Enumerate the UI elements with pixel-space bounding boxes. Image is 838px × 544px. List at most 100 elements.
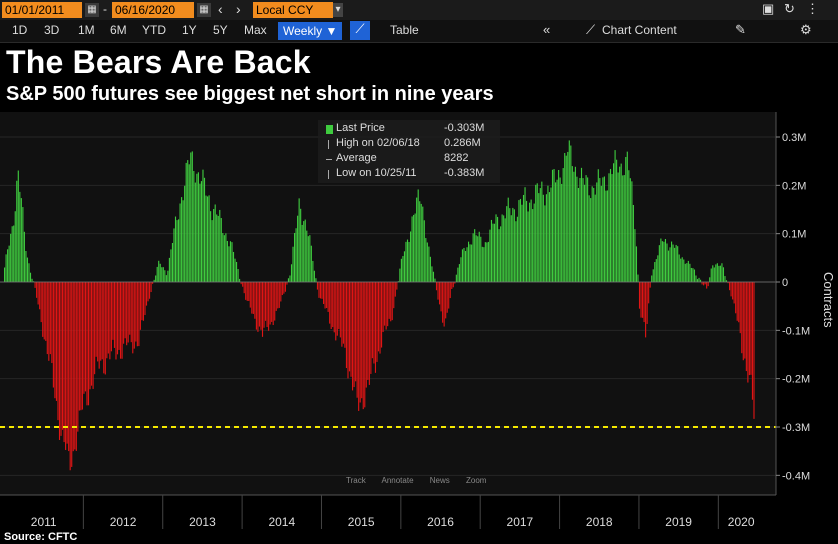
- bar: [660, 238, 662, 282]
- bar: [57, 282, 59, 421]
- annotate-button[interactable]: Annotate: [381, 476, 414, 485]
- bar: [225, 233, 227, 282]
- bar: [281, 282, 283, 296]
- bar: [632, 204, 634, 282]
- bar: [707, 282, 709, 287]
- bar: [107, 282, 109, 354]
- table-button[interactable]: Table: [390, 23, 419, 37]
- bar: [376, 282, 378, 362]
- bar: [231, 242, 233, 282]
- y-tick-label: -0.1M: [782, 325, 810, 337]
- tab-1m[interactable]: 1M: [78, 23, 95, 37]
- chart-content-button[interactable]: Chart Content: [602, 23, 677, 37]
- end-date-input[interactable]: 06/16/2020: [112, 2, 194, 18]
- line-chart-icon[interactable]: ⟋: [350, 21, 370, 40]
- bar: [52, 282, 54, 388]
- tab-1y[interactable]: 1Y: [182, 23, 197, 37]
- bar: [5, 254, 7, 282]
- bar: [382, 282, 384, 333]
- tab-3d[interactable]: 3D: [44, 23, 60, 37]
- bar: [19, 191, 21, 282]
- bar: [133, 282, 135, 349]
- bar: [490, 219, 493, 282]
- tab-1d[interactable]: 1D: [12, 23, 28, 37]
- currency-dropdown-icon[interactable]: ▾: [333, 3, 343, 17]
- legend-item-low: Low on 10/25/11 -0.383M: [318, 167, 500, 182]
- bar: [147, 282, 149, 302]
- bar: [353, 282, 355, 388]
- bar: [100, 282, 102, 361]
- bar: [159, 263, 161, 282]
- news-button[interactable]: News: [429, 476, 450, 485]
- arrow-left-icon[interactable]: ‹: [218, 1, 223, 17]
- bar: [97, 282, 99, 362]
- start-date-input[interactable]: 01/01/2011: [2, 2, 82, 18]
- window-icon[interactable]: ▣: [762, 1, 775, 16]
- bar: [16, 180, 18, 282]
- calendar-icon-end[interactable]: ▦: [197, 3, 211, 17]
- bar: [266, 282, 268, 328]
- currency-select[interactable]: Local CCY: [253, 2, 333, 18]
- bar: [46, 282, 48, 355]
- more-menu-icon[interactable]: ⋮: [806, 1, 819, 16]
- bar: [471, 244, 473, 282]
- bar: [71, 282, 73, 467]
- bar: [545, 194, 547, 282]
- collapse-icon[interactable]: «: [543, 22, 551, 37]
- bar: [408, 241, 410, 282]
- bar: [486, 242, 488, 282]
- calendar-icon[interactable]: ▦: [85, 3, 99, 17]
- bar: [439, 282, 441, 305]
- bar: [338, 282, 340, 329]
- y-axis-label: Contracts: [821, 272, 836, 328]
- bar: [60, 282, 62, 436]
- bar: [455, 274, 457, 282]
- bar: [585, 175, 587, 282]
- bar: [275, 282, 277, 311]
- bar: [355, 282, 357, 382]
- y-tick-label: -0.2M: [782, 374, 810, 386]
- bar: [489, 229, 491, 282]
- bar: [228, 246, 230, 282]
- y-tick-label: 0.3M: [782, 132, 806, 144]
- frequency-select[interactable]: Weekly ▼: [278, 22, 343, 40]
- bar: [611, 174, 613, 282]
- bar: [591, 186, 593, 282]
- track-button[interactable]: Track: [346, 476, 366, 485]
- bar: [321, 282, 323, 299]
- bar: [260, 282, 262, 330]
- bar: [68, 282, 70, 452]
- bar: [555, 182, 557, 282]
- tab-6m[interactable]: 6M: [110, 23, 127, 37]
- arrow-right-icon[interactable]: ›: [236, 1, 241, 17]
- x-tick-label: 2016: [427, 515, 454, 529]
- zoom-button[interactable]: Zoom: [466, 476, 487, 485]
- tab-5y[interactable]: 5Y: [213, 23, 228, 37]
- edit-icon[interactable]: ✎: [735, 22, 746, 37]
- bar: [580, 167, 583, 282]
- bar: [403, 251, 406, 282]
- gear-icon[interactable]: ⚙: [800, 22, 812, 37]
- tab-max[interactable]: Max: [244, 23, 267, 37]
- tab-ytd[interactable]: YTD: [142, 23, 166, 37]
- bar: [158, 260, 160, 282]
- bar: [696, 279, 699, 282]
- bar: [596, 182, 598, 282]
- bar: [527, 211, 529, 282]
- refresh-icon[interactable]: ↻: [784, 1, 795, 16]
- up-tick-icon: [328, 140, 329, 149]
- bar: [422, 206, 424, 282]
- chart-content-icon: ⟋: [586, 22, 596, 37]
- bar: [240, 282, 242, 285]
- bar: [484, 242, 486, 282]
- bar: [269, 282, 271, 325]
- bar: [666, 243, 668, 282]
- bar: [164, 270, 166, 282]
- bar: [629, 178, 631, 282]
- bar: [535, 184, 537, 282]
- bar: [42, 282, 44, 337]
- bar: [316, 282, 319, 290]
- bar: [74, 282, 76, 450]
- y-tick-label: -0.4M: [782, 470, 810, 482]
- bar: [686, 263, 688, 282]
